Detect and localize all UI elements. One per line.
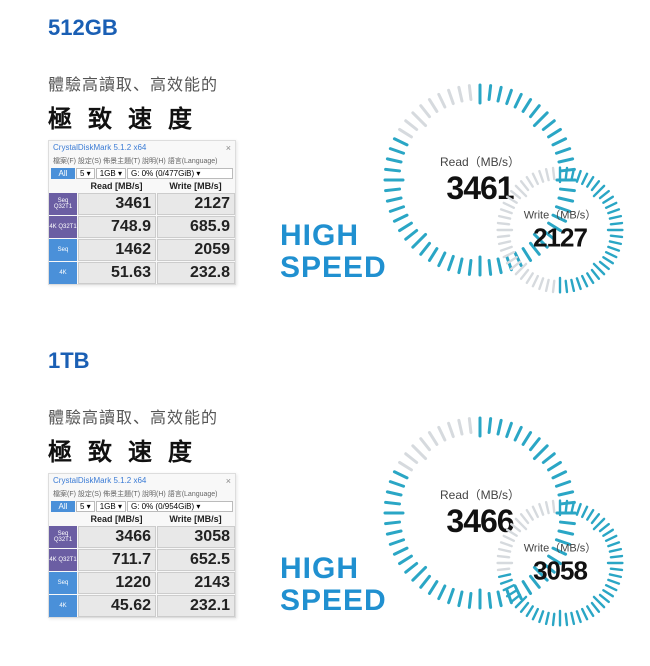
drive-select[interactable]: G: 0% (0/954GiB) ▾ <box>127 501 233 512</box>
write-gauge-value: 3058 <box>524 556 597 587</box>
run-all-button[interactable]: All <box>51 501 75 512</box>
cdm-read-value: 1220 <box>78 572 156 594</box>
size-select[interactable]: 1GB ▾ <box>96 168 126 179</box>
drive-select[interactable]: G: 0% (0/477GiB) ▾ <box>127 168 233 179</box>
crystaldiskmark-window: CrystalDiskMark 5.1.2 x64 × 檔案(F) 設定(S) … <box>48 140 236 285</box>
size-select[interactable]: 1GB ▾ <box>96 501 126 512</box>
cdm-write-value: 3058 <box>157 526 235 548</box>
cdm-row: 4K 45.62 232.1 <box>49 595 235 617</box>
cdm-read-value: 45.62 <box>78 595 156 617</box>
high-speed-l1: HIGH <box>280 220 387 252</box>
high-speed-text: HIGH SPEED <box>280 553 387 616</box>
cdm-write-value: 232.8 <box>157 262 235 284</box>
window-titlebar: CrystalDiskMark 5.1.2 x64 × <box>49 474 235 488</box>
benchmark-section: 512GB 體驗高讀取、高效能的 極致速度 CrystalDiskMark 5.… <box>0 0 650 333</box>
cdm-row-label[interactable]: 4K <box>49 262 77 284</box>
write-col-header: Write [MB/s] <box>156 180 235 192</box>
cdm-write-value: 685.9 <box>157 216 235 238</box>
run-all-button[interactable]: All <box>51 168 75 179</box>
write-gauge-label: Write（MB/s） <box>524 540 597 556</box>
window-title: CrystalDiskMark 5.1.2 x64 <box>53 143 146 153</box>
write-gauge-value: 2127 <box>524 223 597 254</box>
high-speed-l2: SPEED <box>280 585 387 617</box>
cdm-row-label[interactable]: 4K Q32T1 <box>49 549 77 571</box>
cdm-row: 4K Q32T1 711.7 652.5 <box>49 549 235 571</box>
cdm-read-value: 1462 <box>78 239 156 261</box>
loops-select[interactable]: 5 ▾ <box>76 501 95 512</box>
cdm-row: Seq Q32T1 3461 2127 <box>49 193 235 215</box>
menubar[interactable]: 檔案(F) 設定(S) 佈景主題(T) 說明(H) 語言(Language) <box>49 155 235 167</box>
write-gauge-label: Write（MB/s） <box>524 207 597 223</box>
cdm-row: 4K 51.63 232.8 <box>49 262 235 284</box>
cdm-read-value: 711.7 <box>78 549 156 571</box>
menubar[interactable]: 檔案(F) 設定(S) 佈景主題(T) 說明(H) 語言(Language) <box>49 488 235 500</box>
cdm-row: Seq 1220 2143 <box>49 572 235 594</box>
cdm-read-value: 51.63 <box>78 262 156 284</box>
cdm-controls: All 5 ▾ 1GB ▾ G: 0% (0/954GiB) ▾ <box>49 500 235 513</box>
cdm-write-value: 2143 <box>157 572 235 594</box>
high-speed-l1: HIGH <box>280 553 387 585</box>
capacity-label: 1TB <box>48 348 650 374</box>
crystaldiskmark-window: CrystalDiskMark 5.1.2 x64 × 檔案(F) 設定(S) … <box>48 473 236 618</box>
write-gauge-center: Write（MB/s） 3058 <box>524 540 597 587</box>
cdm-row-label[interactable]: 4K Q32T1 <box>49 216 77 238</box>
cdm-write-value: 2059 <box>157 239 235 261</box>
cdm-row: 4K Q32T1 748.9 685.9 <box>49 216 235 238</box>
capacity-label: 512GB <box>48 15 650 41</box>
close-icon[interactable]: × <box>226 476 231 486</box>
high-speed-l2: SPEED <box>280 252 387 284</box>
cdm-controls: All 5 ▾ 1GB ▾ G: 0% (0/477GiB) ▾ <box>49 167 235 180</box>
window-title: CrystalDiskMark 5.1.2 x64 <box>53 476 146 486</box>
cdm-row-label[interactable]: Seq <box>49 572 77 594</box>
cdm-row-label[interactable]: 4K <box>49 595 77 617</box>
cdm-read-value: 3466 <box>78 526 156 548</box>
high-speed-text: HIGH SPEED <box>280 220 387 283</box>
cdm-column-headers: Read [MB/s] Write [MB/s] <box>49 513 235 525</box>
read-col-header: Read [MB/s] <box>77 180 156 192</box>
cdm-row: Seq Q32T1 3466 3058 <box>49 526 235 548</box>
read-col-header: Read [MB/s] <box>77 513 156 525</box>
benchmark-section: 1TB 體驗高讀取、高效能的 極致速度 CrystalDiskMark 5.1.… <box>0 333 650 666</box>
close-icon[interactable]: × <box>226 143 231 153</box>
cdm-row: Seq 1462 2059 <box>49 239 235 261</box>
cdm-read-value: 748.9 <box>78 216 156 238</box>
cdm-row-label[interactable]: Seq <box>49 239 77 261</box>
write-col-header: Write [MB/s] <box>156 513 235 525</box>
cdm-row-label[interactable]: Seq Q32T1 <box>49 193 77 215</box>
write-gauge: Write（MB/s） 3058 <box>480 483 640 643</box>
cdm-write-value: 232.1 <box>157 595 235 617</box>
cdm-write-value: 652.5 <box>157 549 235 571</box>
cdm-write-value: 2127 <box>157 193 235 215</box>
cdm-column-headers: Read [MB/s] Write [MB/s] <box>49 180 235 192</box>
loops-select[interactable]: 5 ▾ <box>76 168 95 179</box>
write-gauge: Write（MB/s） 2127 <box>480 150 640 310</box>
cdm-row-label[interactable]: Seq Q32T1 <box>49 526 77 548</box>
window-titlebar: CrystalDiskMark 5.1.2 x64 × <box>49 141 235 155</box>
write-gauge-center: Write（MB/s） 2127 <box>524 207 597 254</box>
cdm-read-value: 3461 <box>78 193 156 215</box>
